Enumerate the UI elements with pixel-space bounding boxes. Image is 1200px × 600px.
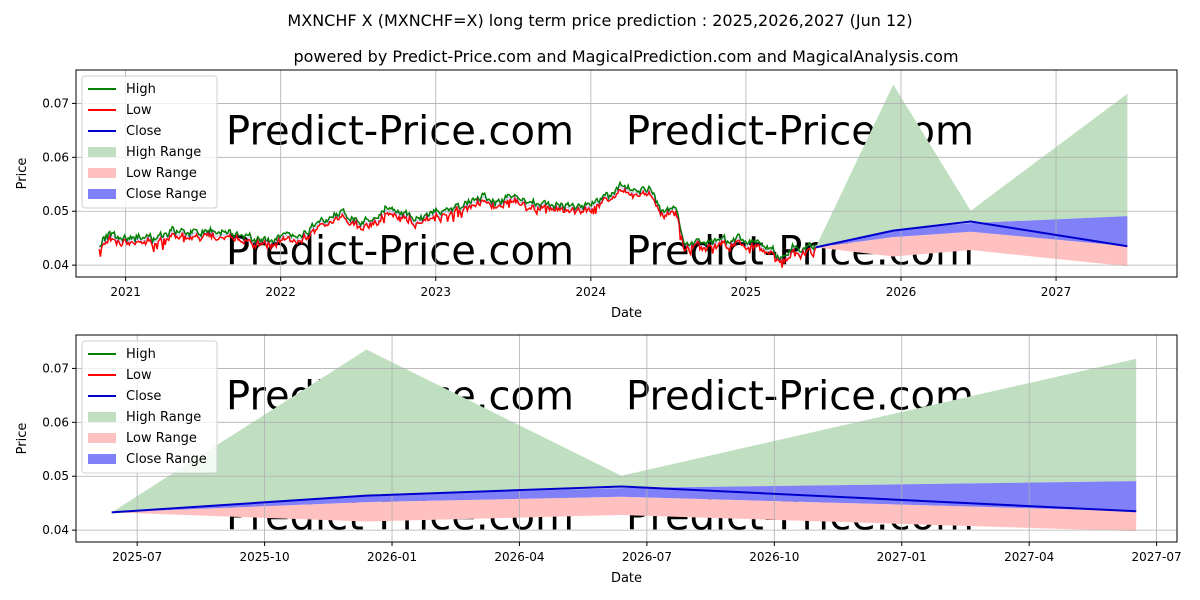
y-axis-label: Price bbox=[15, 158, 30, 190]
legend-label: High bbox=[126, 347, 156, 362]
legend-label: Close bbox=[126, 124, 161, 139]
close-range-area bbox=[111, 481, 1137, 513]
legend-label: Close bbox=[126, 389, 161, 404]
low-line bbox=[98, 187, 817, 268]
y-tick-label: 0.07 bbox=[42, 96, 69, 110]
x-tick-label: 2025-10 bbox=[240, 550, 290, 564]
plot-frame bbox=[75, 69, 1178, 278]
chart-subtitle: powered by Predict-Price.com and Magical… bbox=[293, 47, 958, 66]
x-tick-label: 2023 bbox=[420, 285, 451, 299]
legend: High Low Close High Range Low Range Close Ran… bbox=[81, 340, 218, 474]
legend-label: Close Range bbox=[126, 452, 207, 467]
x-tick-label: 2027-01 bbox=[877, 550, 927, 564]
y-tick-label: 0.05 bbox=[42, 469, 69, 483]
x-tick-label: 2026-07 bbox=[622, 550, 672, 564]
x-axis-label: Date bbox=[611, 306, 642, 321]
grid bbox=[76, 70, 1177, 277]
x-tick-label: 2026-01 bbox=[367, 550, 417, 564]
legend-label: High bbox=[126, 82, 156, 97]
low-range-area bbox=[111, 496, 1137, 532]
x-tick-label: 2026-04 bbox=[494, 550, 544, 564]
legend-key-low-range bbox=[88, 433, 116, 443]
legend-key-low-range bbox=[88, 168, 116, 178]
chart-title: MXNCHF X (MXNCHF=X) long term price pred… bbox=[287, 11, 912, 30]
y-tick-label: 0.04 bbox=[42, 258, 69, 272]
legend-key-close-range bbox=[88, 454, 116, 464]
y-tick-label: 0.04 bbox=[42, 523, 69, 537]
legend-label: High Range bbox=[126, 145, 201, 160]
high-range-area bbox=[815, 84, 1128, 248]
x-axis-label: Date bbox=[611, 571, 642, 586]
y-tick-label: 0.06 bbox=[42, 150, 69, 164]
x-tick-label: 2022 bbox=[265, 285, 296, 299]
x-tick-label: 2024 bbox=[576, 285, 607, 299]
legend-label: Low bbox=[126, 368, 152, 383]
x-tick-label: 2025 bbox=[731, 285, 762, 299]
legend-key-close-range bbox=[88, 189, 116, 199]
history-close-line bbox=[99, 185, 816, 262]
x-tick-label: 2021 bbox=[110, 285, 141, 299]
panel-forecast-zoom: Predict-Price.comPredict-Price.comPredic… bbox=[15, 334, 1182, 586]
legend-label: Low bbox=[126, 103, 152, 118]
grid bbox=[76, 335, 1177, 542]
legend-label: High Range bbox=[126, 410, 201, 425]
x-tick-label: 2026 bbox=[886, 285, 917, 299]
legend-label: Low Range bbox=[126, 431, 197, 446]
panel-long-term: Predict-Price.com Predict-Price.comPredic… bbox=[15, 69, 1178, 321]
legend: High Low Close High Range Low Range Close Ran… bbox=[81, 75, 218, 209]
high-line bbox=[98, 180, 817, 261]
legend-key-high-range bbox=[88, 412, 116, 422]
close-line bbox=[111, 485, 1137, 514]
y-tick-label: 0.06 bbox=[42, 415, 69, 429]
watermark-text: Predict-Price.com bbox=[226, 109, 574, 155]
y-axis-label: Price bbox=[15, 423, 30, 455]
watermark-text: Predict-Price.com bbox=[226, 229, 574, 275]
close-line bbox=[815, 220, 1128, 249]
low-range-area bbox=[815, 231, 1128, 267]
high-range-area bbox=[111, 349, 1137, 513]
x-tick-label: 2027-07 bbox=[1132, 550, 1182, 564]
x-tick-label: 2027 bbox=[1041, 285, 1072, 299]
legend-key-high-range bbox=[88, 147, 116, 157]
y-tick-label: 0.07 bbox=[42, 361, 69, 375]
legend-label: Close Range bbox=[126, 187, 207, 202]
close-range-area bbox=[815, 216, 1128, 248]
x-tick-label: 2027-04 bbox=[1004, 550, 1054, 564]
x-tick-label: 2026-10 bbox=[749, 550, 799, 564]
y-tick-label: 0.05 bbox=[42, 204, 69, 218]
plot-frame bbox=[75, 334, 1178, 543]
x-tick-label: 2025-07 bbox=[112, 550, 162, 564]
legend-label: Low Range bbox=[126, 166, 197, 181]
